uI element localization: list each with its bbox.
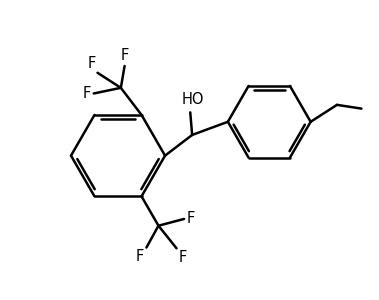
Text: HO: HO	[182, 92, 205, 107]
Text: F: F	[83, 86, 91, 101]
Text: F: F	[179, 250, 186, 265]
Text: F: F	[121, 48, 129, 63]
Text: F: F	[135, 249, 143, 264]
Text: F: F	[88, 56, 96, 71]
Text: F: F	[187, 212, 195, 226]
